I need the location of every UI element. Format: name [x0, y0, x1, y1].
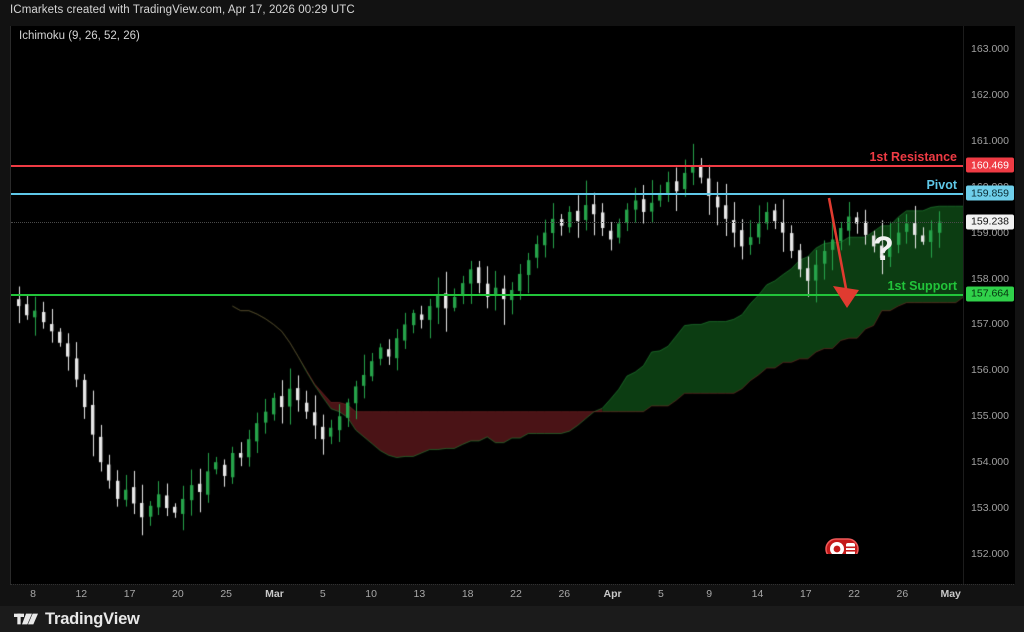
replay-badge[interactable]: [825, 538, 859, 554]
time-tick: 9: [706, 588, 713, 600]
time-tick: 26: [558, 588, 571, 600]
price-tick: 154.000: [971, 456, 1009, 469]
price-tick: 152.000: [971, 548, 1009, 560]
price-tick: 163.000: [971, 42, 1009, 55]
question-mark-annotation: ?: [873, 230, 894, 268]
price-pill-1st-support[interactable]: 157.664: [966, 286, 1014, 302]
price-tick: 159.000: [971, 226, 1009, 239]
time-tick: 5: [319, 588, 326, 600]
time-tick: May: [940, 588, 961, 600]
support-label: 1st Support: [887, 278, 957, 293]
time-tick: 14: [751, 588, 764, 600]
price-tick: 155.000: [971, 410, 1009, 423]
chart-plot-area[interactable]: 1st Resistance Pivot 1st Support ?: [11, 26, 963, 554]
chart-frame: Ichimoku (9, 26, 52, 26) 1st Resistance …: [10, 26, 1015, 584]
price-pill-1st-resistance[interactable]: 160.469: [966, 157, 1014, 173]
candlestick-canvas: [11, 26, 963, 554]
price-pill-pivot[interactable]: 159.859: [966, 185, 1014, 201]
time-tick: 20: [172, 588, 184, 600]
footer-bar: TradingView: [0, 606, 1024, 632]
pivot-line[interactable]: [11, 193, 963, 196]
attribution-text: ICmarkets created with TradingView.com, …: [10, 4, 355, 16]
time-tick: 22: [848, 588, 860, 600]
current-price-line: [11, 221, 963, 223]
time-tick: 26: [896, 588, 909, 600]
support-line[interactable]: [11, 293, 963, 296]
price-tick: 156.000: [971, 364, 1009, 377]
time-tick: 17: [799, 588, 812, 600]
tradingview-logo: TradingView: [14, 610, 140, 629]
time-tick: 10: [365, 588, 377, 600]
tradingview-mark-icon: [14, 613, 38, 625]
price-tick: 158.000: [971, 272, 1009, 285]
down-forecast-arrow: [827, 197, 859, 308]
time-tick: 25: [220, 588, 233, 600]
time-scale[interactable]: 8 12 17 20 25 Mar 5 10 13 18 22 26 Apr 5 9 14 17 22 26 May: [10, 584, 1014, 607]
price-tick: 153.000: [971, 502, 1009, 515]
indicator-legend[interactable]: Ichimoku (9, 26, 52, 26): [19, 30, 140, 42]
time-tick: 13: [413, 588, 426, 600]
price-scale[interactable]: 163.000162.000161.000160.000159.000158.0…: [963, 26, 1016, 584]
time-tick: Apr: [603, 588, 622, 600]
price-tick: 161.000: [971, 134, 1009, 147]
resistance-line[interactable]: [11, 165, 963, 168]
tradingview-wordmark: TradingView: [45, 609, 140, 628]
time-tick: Mar: [265, 588, 284, 600]
time-tick: 5: [657, 588, 664, 600]
time-tick: 22: [510, 588, 522, 600]
price-pill-current[interactable]: 159.238: [966, 214, 1014, 230]
pivot-label: Pivot: [926, 178, 957, 193]
time-tick: 17: [123, 588, 136, 600]
resistance-label: 1st Resistance: [869, 150, 957, 165]
time-tick: 12: [75, 588, 88, 600]
price-tick: 157.000: [971, 318, 1009, 331]
time-tick: 8: [30, 588, 36, 600]
time-tick: 18: [461, 588, 474, 600]
price-tick: 162.000: [971, 88, 1009, 101]
